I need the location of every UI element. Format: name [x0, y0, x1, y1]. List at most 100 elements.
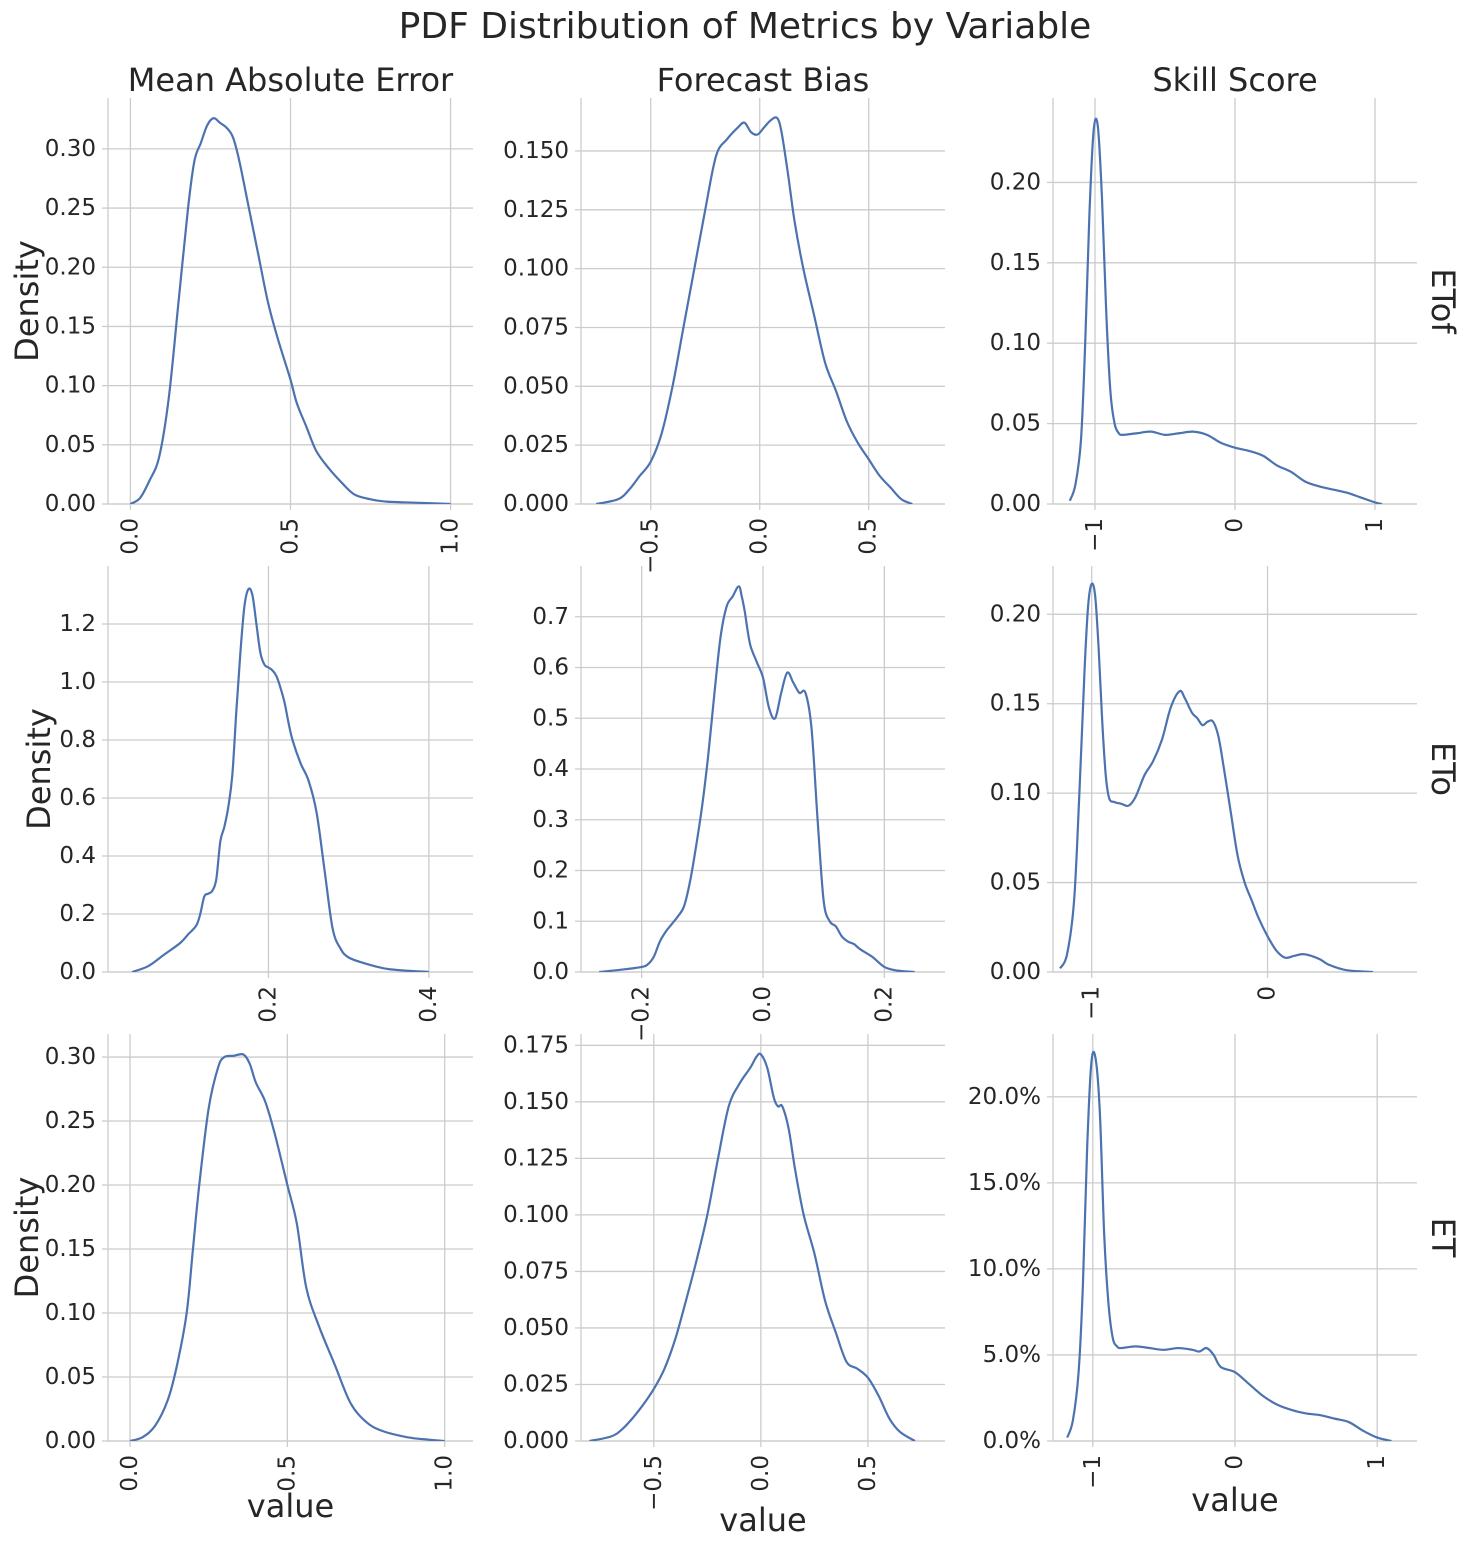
y-tick-label: 20.0% — [968, 1084, 1041, 1110]
y-tick-label: 0.10 — [990, 780, 1041, 806]
kde-curve — [596, 116, 913, 504]
kde-curve — [131, 587, 429, 972]
y-tick-label: 0.125 — [503, 197, 569, 223]
y-tick-label: 0.10 — [45, 1300, 96, 1326]
x-tick-label: −1 — [1080, 1455, 1106, 1489]
y-tick-label: 0.025 — [503, 1371, 569, 1397]
y-tick-label: 0.05 — [45, 1364, 96, 1390]
panel-r2-c2: −1 0 10.0%5.0%10.0%15.0%20.0%value — [968, 1034, 1417, 1519]
y-tick-label: 0.00 — [45, 1428, 96, 1454]
y-tick-label: 0.0 — [59, 959, 96, 985]
panel-r1-c2: −1 0 0.00 0.05 0.10 0.15 0.20 — [990, 566, 1417, 1020]
row-title: ETo — [1424, 742, 1462, 796]
y-tick-label: 0.05 — [990, 870, 1041, 896]
y-tick-label: 0.025 — [503, 432, 569, 458]
column-titles: Mean Absolute Error Forecast Bias Skill Sc… — [128, 61, 1318, 99]
y-tick-label: 0.4 — [532, 756, 569, 782]
y-tick-label: 15.0% — [968, 1170, 1041, 1196]
y-tick-label: 0.00 — [45, 491, 96, 517]
y-tick-label: 0.150 — [503, 138, 569, 164]
y-tick-label: 0.100 — [503, 1202, 569, 1228]
x-tick-label: 0.5 — [856, 518, 882, 555]
kde-curve — [1059, 582, 1374, 972]
x-tick-label: 0.2 — [255, 986, 281, 1023]
y-tick-label: 0.125 — [503, 1145, 569, 1171]
x-tick-label: 0.0 — [750, 986, 776, 1023]
y-tick-label: 0.4 — [59, 843, 96, 869]
x-tick-label: 0.5 — [278, 518, 304, 555]
y-tick-label: 0.05 — [45, 432, 96, 458]
y-tick-label: 0.7 — [532, 604, 569, 630]
y-tick-label: 0.15 — [990, 250, 1041, 276]
y-tick-label: 0.30 — [45, 1044, 96, 1070]
y-tick-label: 0.25 — [45, 1108, 96, 1134]
x-tick-label: 0.0 — [117, 1455, 143, 1492]
y-tick-label: 0.000 — [503, 491, 569, 517]
y-tick-label: 0.25 — [45, 195, 96, 221]
panel-r0-c1: −0.5 0.0 0.5 0.000 0.025 0.050 0.075 0.100 0.125… — [503, 98, 945, 574]
y-tick-label: 0.1 — [532, 908, 569, 934]
y-tick-label: 1.0 — [59, 669, 96, 695]
column-title: Forecast Bias — [657, 61, 870, 99]
x-tick-label: 1 — [1364, 1455, 1390, 1470]
y-tick-label: 1.2 — [59, 611, 96, 637]
y-tick-label: 0.15 — [45, 313, 96, 339]
row-title: ETof — [1424, 268, 1462, 334]
x-tick-label: −0.2 — [629, 986, 655, 1042]
y-axis-label: Density — [20, 708, 58, 830]
x-tick-label: 0 — [1222, 1455, 1248, 1470]
y-tick-label: 0.3 — [532, 807, 569, 833]
y-tick-label: 0.05 — [990, 411, 1041, 437]
row-title: ET — [1424, 1218, 1462, 1258]
x-tick-label: 1 — [1362, 518, 1388, 533]
y-tick-label: 0.5 — [532, 705, 569, 731]
x-tick-label: 0.0 — [747, 518, 773, 555]
panels: 0.0 0.5 1.00.000.050.100.150.200.250.30Den… — [8, 98, 1417, 1539]
x-tick-label: −1 — [1079, 986, 1105, 1020]
y-tick-label: 0.15 — [45, 1236, 96, 1262]
y-tick-label: 0.075 — [503, 1258, 569, 1284]
y-tick-label: 10.0% — [968, 1256, 1041, 1282]
chart-title: PDF Distribution of Metrics by Variable — [399, 6, 1092, 47]
x-tick-label: −0.5 — [641, 1455, 667, 1511]
panel-r0-c2: −1 0 1 0.00 0.05 0.10 0.15 0.20 — [990, 98, 1417, 552]
y-tick-label: 0.20 — [990, 169, 1041, 195]
y-tick-label: 0.150 — [503, 1089, 569, 1115]
y-tick-label: 0.15 — [990, 691, 1041, 717]
y-tick-label: 0.10 — [45, 373, 96, 399]
panel-r1-c1: −0.2 0.0 0.2 0.0 0.1 0.2 0.3 0.4 0.5 0.6 0.7 — [532, 566, 945, 1042]
y-tick-label: 0.175 — [503, 1032, 569, 1058]
y-tick-label: 0.0% — [983, 1428, 1041, 1454]
kde-curve — [599, 585, 915, 972]
y-tick-label: 0.100 — [503, 256, 569, 282]
kde-curve — [129, 117, 451, 504]
panel-r1-c0: 0.2 0.4 0.0 0.2 0.4 0.6 0.8 1.0 1.2 Density — [20, 566, 473, 1023]
x-axis-label: value — [719, 1501, 806, 1539]
y-tick-label: 0.20 — [45, 254, 96, 280]
x-tick-label: 0.2 — [871, 986, 897, 1023]
kde-curve — [129, 1052, 445, 1441]
y-tick-label: 0.00 — [990, 491, 1041, 517]
x-tick-label: 0 — [1222, 518, 1248, 533]
column-title: Mean Absolute Error — [128, 61, 454, 99]
x-axis-label: value — [247, 1487, 334, 1525]
y-tick-label: 0.2 — [532, 858, 569, 884]
panel-r2-c1: −0.5 0.0 0.5 0.000 0.025 0.050 0.075 0.100 0.125… — [503, 1032, 945, 1539]
y-tick-label: 0.6 — [532, 655, 569, 681]
y-tick-label: 0.0 — [532, 959, 569, 985]
y-tick-label: 0.6 — [59, 785, 96, 811]
x-tick-label: 0.0 — [117, 518, 143, 555]
row-titles: ETof ETo ET — [1424, 268, 1462, 1257]
x-axis-label: value — [1191, 1481, 1278, 1519]
x-tick-label: 0.0 — [748, 1455, 774, 1492]
y-axis-label: Density — [8, 1177, 46, 1299]
kde-curve — [1068, 117, 1383, 504]
panel-r2-c0: 0.0 0.5 1.0 0.00 0.05 0.10 0.15 0.20 0.25 0.30 Den… — [8, 1034, 473, 1525]
y-tick-label: 0.20 — [45, 1172, 96, 1198]
y-tick-label: 0.2 — [59, 901, 96, 927]
x-tick-label: 0.5 — [855, 1455, 881, 1492]
kde-curve — [589, 1052, 916, 1441]
x-tick-label: 0.4 — [416, 986, 442, 1023]
y-tick-label: 0.20 — [990, 601, 1041, 627]
